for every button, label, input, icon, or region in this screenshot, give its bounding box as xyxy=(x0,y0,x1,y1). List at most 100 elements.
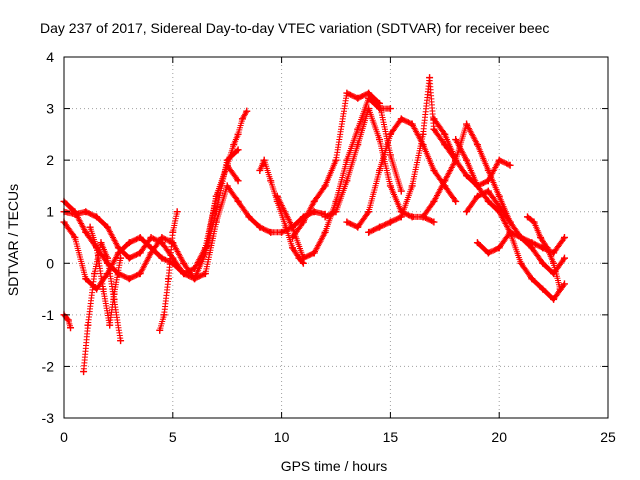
data-point xyxy=(376,99,384,107)
data-point xyxy=(376,136,384,144)
x-tick-label: 25 xyxy=(600,429,616,445)
data-point xyxy=(426,74,434,82)
data-point xyxy=(82,208,90,216)
data-point xyxy=(452,136,460,144)
data-point xyxy=(376,223,384,231)
data-point xyxy=(397,115,405,123)
data-point xyxy=(506,218,514,226)
data-point xyxy=(556,285,564,293)
data-point xyxy=(147,249,155,257)
x-tick-label: 0 xyxy=(60,429,68,445)
y-tick-label: -3 xyxy=(42,410,55,426)
data-point xyxy=(93,285,101,293)
data-point xyxy=(321,182,329,190)
data-point xyxy=(332,156,340,164)
data-point xyxy=(354,141,362,149)
data-point xyxy=(484,197,492,205)
data-point xyxy=(230,141,238,149)
data-point xyxy=(243,107,251,115)
data-point xyxy=(104,254,112,262)
data-point xyxy=(539,259,547,267)
data-point xyxy=(93,244,101,252)
data-point xyxy=(147,234,155,241)
data-point xyxy=(473,239,481,247)
data-point xyxy=(473,192,481,200)
data-point xyxy=(365,228,373,236)
y-tick-label: 3 xyxy=(46,101,54,117)
series-trace-track-14 xyxy=(365,74,459,236)
data-point xyxy=(136,270,144,278)
data-point xyxy=(365,89,373,97)
data-point xyxy=(288,234,296,241)
data-point xyxy=(223,182,231,190)
x-tick-label: 10 xyxy=(274,429,290,445)
data-point xyxy=(86,223,94,231)
data-point xyxy=(234,130,242,138)
x-tick-label: 20 xyxy=(491,429,507,445)
data-point xyxy=(117,254,125,262)
axis-ticks: 0 5 10 15 20 25 -3 -2 -1 0 1 2 3 4 xyxy=(42,49,616,445)
data-point xyxy=(97,239,105,247)
data-point xyxy=(484,177,492,185)
series-trace-track-16 xyxy=(430,115,514,189)
data-point xyxy=(365,208,373,216)
y-tick-label: 2 xyxy=(46,152,54,168)
data-point xyxy=(180,270,188,278)
data-point xyxy=(310,249,318,257)
data-point xyxy=(310,208,318,216)
data-point xyxy=(560,280,568,288)
series-trace-track-8 xyxy=(202,108,250,256)
data-point xyxy=(180,259,188,267)
data-point xyxy=(560,254,568,262)
data-point xyxy=(273,192,281,200)
data-point xyxy=(543,244,551,252)
data-point xyxy=(245,213,253,221)
data-point xyxy=(71,234,79,241)
data-point xyxy=(441,130,449,138)
data-point xyxy=(267,177,275,185)
data-point xyxy=(354,94,362,102)
data-point xyxy=(64,316,72,324)
series-track-6 xyxy=(60,311,75,332)
series-track-20 xyxy=(523,213,564,293)
data-point xyxy=(299,218,307,226)
data-point xyxy=(517,234,525,241)
y-tick-label: 4 xyxy=(46,49,54,65)
data-point xyxy=(321,213,329,221)
data-point xyxy=(343,177,351,185)
data-point xyxy=(528,239,536,247)
data-point xyxy=(506,161,514,169)
x-tick-label: 15 xyxy=(383,429,399,445)
data-point xyxy=(114,249,122,257)
data-point xyxy=(397,187,405,195)
data-point xyxy=(452,156,460,164)
data-point xyxy=(125,275,133,283)
data-point xyxy=(234,177,242,185)
data-point xyxy=(90,270,98,278)
data-point xyxy=(343,218,351,226)
series-track-19 xyxy=(473,228,568,257)
data-point xyxy=(169,228,177,236)
data-point xyxy=(354,125,362,133)
data-point xyxy=(82,275,90,283)
data-point xyxy=(278,228,286,236)
series-track-14 xyxy=(365,74,460,236)
data-point xyxy=(99,285,107,293)
data-point xyxy=(495,203,503,211)
data-point xyxy=(473,182,481,190)
data-point xyxy=(201,249,209,257)
data-point xyxy=(223,161,231,169)
data-point xyxy=(530,218,538,226)
data-point xyxy=(430,115,438,123)
data-points-layer xyxy=(60,74,568,376)
data-point xyxy=(343,156,351,164)
series-track-8 xyxy=(201,107,251,257)
series-track-11 xyxy=(288,89,405,241)
data-point xyxy=(386,182,394,190)
data-point xyxy=(484,166,492,174)
data-point xyxy=(158,234,166,241)
series-trace-track-20 xyxy=(524,213,564,293)
data-point xyxy=(80,368,88,376)
data-point xyxy=(495,192,503,200)
data-point xyxy=(463,120,471,128)
